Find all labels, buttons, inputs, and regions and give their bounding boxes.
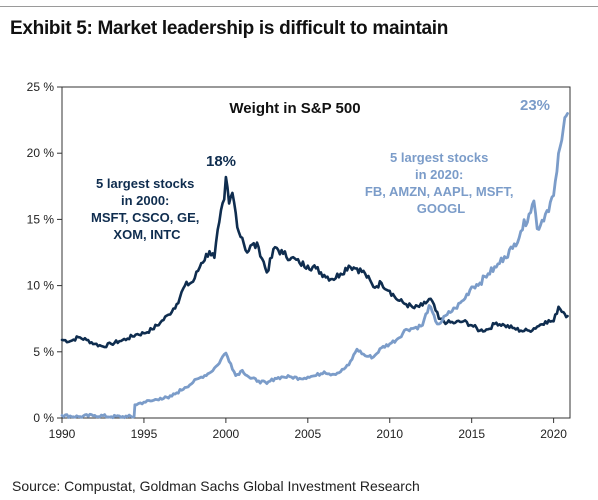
series-line (60, 175, 569, 349)
y-tick-label: 10 % (27, 279, 55, 293)
y-tick-label: 0 % (33, 411, 54, 425)
annotation-2020-line: in 2020: (415, 167, 463, 182)
x-tick-label: 2005 (294, 427, 321, 441)
x-tick-label: 2020 (540, 427, 567, 441)
series-line (60, 112, 569, 420)
peak-label-2020: 23% (520, 97, 550, 114)
annotation-2000-line: 5 largest stocks (96, 176, 194, 191)
x-tick-label: 2000 (213, 427, 240, 441)
x-tick-label: 2010 (376, 427, 403, 441)
y-axis: 0 % 5 % 10 % 15 % 20 % 25 % (27, 80, 62, 425)
peak-label-2000: 18% (206, 153, 236, 170)
annotation-2020: 5 largest stocks in 2020: FB, AMZN, AAPL… (365, 150, 517, 216)
x-tick-label: 2015 (458, 427, 485, 441)
annotation-2020-line: GOOGL (417, 201, 465, 216)
line-chart: 0 % 5 % 10 % 15 % 20 % 25 % 1990 1995 2000 2005 2… (27, 80, 571, 441)
annotation-2000-line: MSFT, CSCO, GE, (91, 210, 199, 225)
annotation-2020-line: FB, AMZN, AAPL, MSFT, (365, 184, 514, 199)
source-note: Source: Compustat, Goldman Sachs Global … (12, 478, 420, 494)
y-tick-label: 25 % (27, 80, 55, 94)
plot-frame (61, 86, 571, 419)
y-tick-label: 20 % (27, 146, 55, 160)
y-tick-label: 5 % (33, 345, 54, 359)
x-tick-label: 1990 (49, 427, 76, 441)
x-axis: 1990 1995 2000 2005 2010 2015 2020 (49, 418, 567, 441)
top-rule (0, 6, 598, 7)
annotation-2000-line: XOM, INTC (113, 227, 181, 242)
exhibit-title: Exhibit 5: Market leadership is difficul… (10, 18, 449, 39)
y-tick-label: 15 % (27, 212, 55, 226)
annotation-2000: 5 largest stocks in 2000: MSFT, CSCO, GE… (91, 176, 203, 242)
chart-inner-title: Weight in S&P 500 (229, 100, 360, 117)
annotation-2020-line: 5 largest stocks (390, 150, 488, 165)
x-tick-label: 1995 (131, 427, 158, 441)
series-layer (60, 112, 569, 420)
annotation-2000-line: in 2000: (121, 193, 169, 208)
